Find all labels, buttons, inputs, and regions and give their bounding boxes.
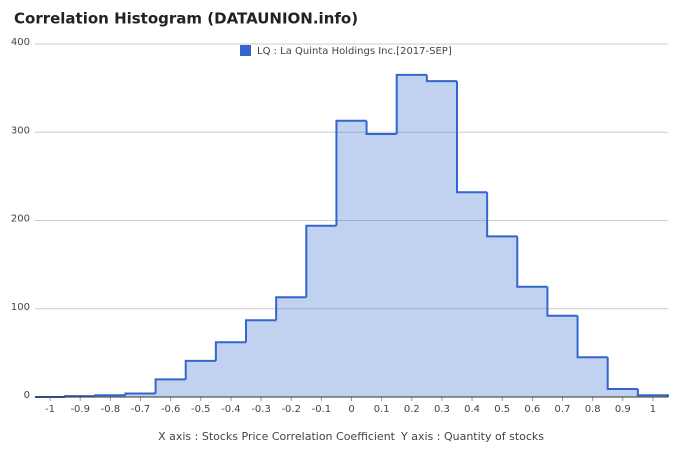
legend-label: LQ : La Quinta Holdings Inc.[2017-SEP] xyxy=(257,46,452,57)
bar xyxy=(457,192,488,397)
step-line xyxy=(124,392,156,396)
step-line xyxy=(245,319,277,343)
step-line xyxy=(636,389,669,397)
bar xyxy=(547,315,578,397)
step-line xyxy=(606,357,638,391)
bar xyxy=(396,74,427,397)
x-tick-label: 0.4 xyxy=(464,404,480,415)
bar xyxy=(517,286,548,397)
bar xyxy=(336,120,367,397)
step-line xyxy=(275,296,307,321)
x-tick-label: 0.1 xyxy=(374,404,390,415)
x-tick-label: -0.1 xyxy=(312,404,332,415)
y-axis-label: Y axis : Quantity of stocks xyxy=(400,430,544,443)
bar xyxy=(426,81,457,397)
y-tick-label: 400 xyxy=(11,37,30,48)
y-tick-label: 0 xyxy=(24,390,30,401)
step-line xyxy=(335,119,367,226)
bar xyxy=(607,389,638,397)
x-tick-label: -0.9 xyxy=(70,404,90,415)
bar xyxy=(155,379,186,397)
step-line xyxy=(154,378,186,394)
bar xyxy=(246,320,277,397)
x-tick-label: 0.8 xyxy=(585,404,601,415)
x-tick-label: -0.7 xyxy=(131,404,151,415)
chart-title: Correlation Histogram (DATAUNION.info) xyxy=(14,10,358,28)
x-tick-label: 0.2 xyxy=(404,404,420,415)
x-tick-label: 0.7 xyxy=(555,404,571,415)
step-line xyxy=(365,120,397,136)
x-tick-label: -0.2 xyxy=(281,404,301,415)
x-tick-label: 0.3 xyxy=(434,404,450,415)
x-tick-label: -0.4 xyxy=(221,404,241,415)
x-tick-label: 0 xyxy=(348,404,354,415)
step-line xyxy=(425,74,457,83)
x-tick-label: -0.5 xyxy=(191,404,211,415)
bar xyxy=(487,236,518,397)
x-tick-label: -0.8 xyxy=(101,404,121,415)
bar xyxy=(185,360,216,397)
bar xyxy=(366,134,397,397)
y-tick-label: 300 xyxy=(11,125,30,136)
step-line xyxy=(576,315,608,359)
step-line xyxy=(516,236,548,288)
x-tick-label: -1 xyxy=(45,404,55,415)
x-tick-label: 1 xyxy=(650,404,656,415)
x-tick-label: 0.5 xyxy=(494,404,510,415)
bar xyxy=(306,225,337,397)
y-tick-label: 100 xyxy=(11,302,30,313)
x-tick-label: -0.3 xyxy=(251,404,271,415)
x-axis-label: X axis : Stocks Price Correlation Coeffi… xyxy=(158,430,396,443)
legend-swatch xyxy=(240,45,251,56)
y-tick-label: 200 xyxy=(11,214,30,225)
bar xyxy=(276,297,307,397)
bar xyxy=(577,357,608,397)
x-tick-label: 0.9 xyxy=(615,404,631,415)
step-line xyxy=(94,394,126,397)
bar xyxy=(125,393,156,397)
step-line xyxy=(486,192,518,238)
x-tick-label: 0.6 xyxy=(524,404,540,415)
step-line xyxy=(546,286,578,317)
x-tick-label: -0.6 xyxy=(161,404,181,415)
step-line xyxy=(214,341,246,361)
step-line xyxy=(395,73,427,135)
step-line xyxy=(456,81,488,194)
step-line xyxy=(184,359,216,380)
bar xyxy=(215,342,246,397)
step-line xyxy=(305,224,337,298)
